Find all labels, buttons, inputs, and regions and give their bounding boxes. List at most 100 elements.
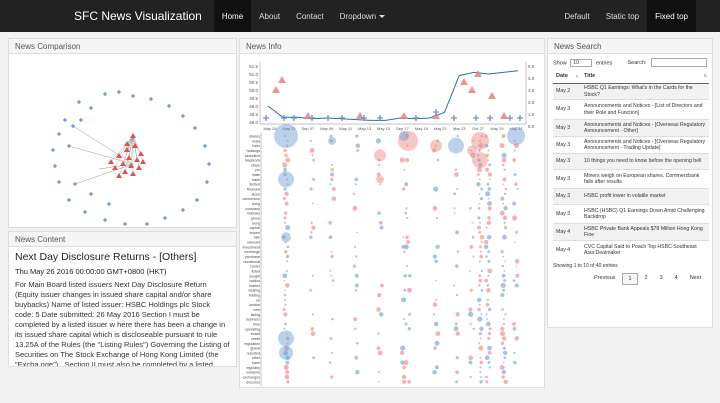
graph-node	[181, 114, 185, 118]
keyword-bubble	[503, 221, 506, 224]
news-marker-positive	[291, 115, 297, 121]
keyword-bubble	[514, 283, 519, 288]
keyword-bubble	[329, 336, 333, 340]
keyword-bubble	[487, 201, 492, 206]
graph-node	[126, 155, 132, 160]
comparison-graph[interactable]	[9, 54, 237, 228]
row-title: HSBC Q1 Earnings: What's in the Cards fo…	[581, 83, 709, 100]
keyword-bubble	[379, 183, 382, 186]
keyword-bubble	[479, 254, 484, 259]
keyword-bubble	[432, 313, 436, 316]
keyword-bubble	[403, 244, 409, 250]
pager-next[interactable]: Next	[689, 274, 701, 281]
keyword-bubble	[486, 284, 490, 287]
keyword-bubble	[455, 230, 459, 235]
keyword-label: issued	[250, 231, 260, 235]
keyword-label: blackrock	[245, 159, 260, 163]
nav-contact[interactable]: Contact	[296, 11, 324, 21]
pager-page-3[interactable]: 3	[659, 274, 663, 281]
graph-node	[203, 144, 207, 148]
keyword-bubble	[501, 336, 507, 341]
keyword-bubble	[377, 371, 380, 374]
keyword-bubble	[485, 255, 488, 258]
keyword-bubble	[477, 307, 481, 312]
col-title[interactable]: Title ⇅	[581, 69, 709, 84]
news-marker-positive	[339, 115, 345, 121]
keyword-bubble	[503, 379, 508, 384]
keyword-bubble	[329, 172, 334, 177]
keyword-bubble	[488, 327, 492, 331]
row-title: Announcements and Notices - [List of Dir…	[581, 99, 709, 120]
keyword-bubble	[478, 230, 482, 234]
keyword-bubble	[376, 172, 381, 177]
keyword-bubble	[286, 245, 290, 249]
table-row[interactable]: May 4 HSBC Private Bank Appeals $78 Milli…	[553, 223, 709, 241]
nav-default[interactable]: Default	[564, 11, 590, 21]
keyword-label: bank	[252, 178, 260, 182]
table-row[interactable]: May 4 CVC Capital Said to Poach Top HSBC …	[553, 240, 709, 260]
keyword-bubble	[433, 186, 439, 192]
keyword-bubble	[354, 245, 357, 248]
brand[interactable]: SFC News Visualization	[74, 9, 202, 23]
pager-page-4[interactable]: 4	[674, 274, 678, 281]
keyword-bubble	[376, 307, 381, 312]
keyword-bubble	[478, 139, 482, 142]
table-row[interactable]: May 3 HSBC profit lower in volatile marke…	[553, 188, 709, 205]
nav-static-top[interactable]: Static top	[605, 11, 640, 21]
table-row[interactable]: May 3 10 things you need to know before t…	[553, 153, 709, 170]
keyword-bubble	[500, 331, 506, 337]
keyword-bubble	[453, 192, 456, 196]
pager-page-1[interactable]: 1	[622, 272, 638, 285]
table-info: Showing 1 to 10 of 40 entries	[553, 262, 618, 269]
keyword-bubble	[328, 220, 333, 225]
keyword-bubble	[282, 307, 286, 312]
keyword-bubble	[503, 279, 507, 283]
keyword-bubble	[331, 196, 337, 201]
table-row[interactable]: May 3 Announcements and Notices - [Overse…	[553, 136, 709, 154]
keyword-bubble	[480, 313, 483, 316]
news-title: Next Day Disclosure Returns - [Others]	[15, 251, 197, 263]
nav-home[interactable]: Home	[213, 0, 252, 32]
nav-about[interactable]: About	[259, 11, 281, 21]
keyword-bubble	[352, 205, 358, 211]
keyword-bubble	[407, 287, 412, 293]
keyword-bubble	[400, 345, 406, 351]
keyword-bubble	[405, 144, 409, 147]
keyword-bubble	[311, 154, 314, 157]
keyword-bubble	[455, 370, 460, 375]
graph-node	[167, 104, 171, 108]
col-date[interactable]: Date ▲	[553, 69, 581, 84]
keyword-bubble	[485, 380, 489, 384]
keyword-bubble	[285, 332, 288, 335]
keyword-bubble	[402, 236, 405, 239]
news-marker-positive	[377, 115, 383, 121]
table-row[interactable]: May 3 Announcements and Notices - [List o…	[553, 99, 709, 120]
table-row[interactable]: May 3 HSBC (HSBC) Q1 Earnings Down Amid C…	[553, 204, 709, 224]
keyword-bubble	[487, 149, 490, 152]
keyword-bubble	[403, 168, 406, 171]
keyword-bubble	[454, 172, 459, 177]
search-input[interactable]	[651, 58, 707, 67]
keyword-bubble	[405, 235, 409, 239]
nav-dropdown[interactable]: Dropdown	[332, 0, 393, 32]
keyword-bubble	[354, 283, 359, 288]
entries-select[interactable]: 10	[570, 58, 593, 67]
table-row[interactable]: May 2 HSBC Q1 Earnings: What's in the Car…	[553, 83, 709, 100]
keyword-bubble	[454, 264, 459, 268]
keyword-bubble	[500, 293, 505, 298]
keyword-bubble	[502, 255, 505, 258]
keyword-bubble	[374, 149, 386, 162]
news-info-chart[interactable]: 51.5 51.0 50.5 50.0 49.5 49.0 48.5 48.0 5.0 4.0 3.…	[240, 54, 545, 388]
panel-title: News Comparison	[9, 39, 236, 54]
table-row[interactable]: May 3 Miners weigh on European shares, Co…	[553, 169, 709, 189]
keyword-bubble	[356, 231, 358, 234]
y-tick-label: 51.5	[249, 64, 258, 69]
nav-fixed-top[interactable]: Fixed top	[647, 0, 696, 32]
x-tick-label: Sep 07	[302, 126, 315, 131]
keyword-bubble	[285, 144, 289, 147]
table-row[interactable]: May 3 Announcements and Notices - [Overse…	[553, 119, 709, 137]
graph-node	[57, 132, 61, 136]
keyword-bubble	[502, 322, 506, 326]
pager-previous[interactable]: Previous	[594, 274, 616, 281]
pager-page-2[interactable]: 2	[644, 274, 648, 281]
